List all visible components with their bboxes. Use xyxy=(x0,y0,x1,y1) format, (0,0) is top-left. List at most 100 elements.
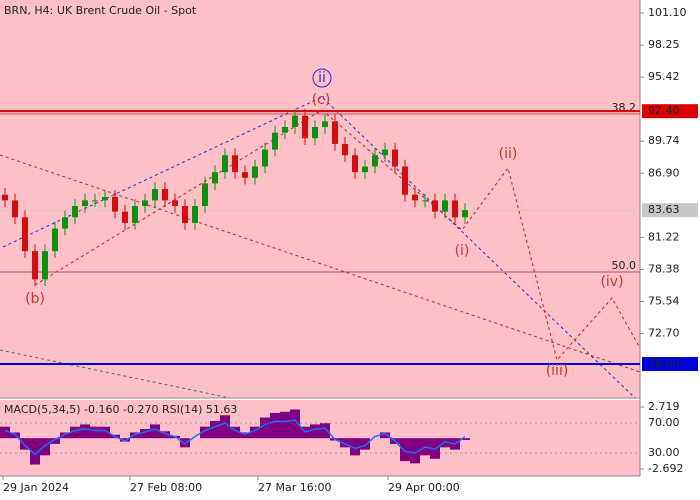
macd-bar xyxy=(280,411,290,439)
rsi-line xyxy=(4,419,466,456)
macd-bar xyxy=(30,438,40,465)
candle-body xyxy=(102,196,108,201)
candle-body xyxy=(312,126,318,139)
candle-body xyxy=(152,189,158,201)
level-label: 92.40 xyxy=(648,104,680,117)
rsi-tick-label: 70.00 xyxy=(648,416,680,429)
candle-body xyxy=(292,115,298,127)
candle-body xyxy=(12,200,18,218)
level-box xyxy=(642,357,698,372)
x-tick-label: 29 Jan 2024 xyxy=(3,481,69,494)
wave-label: (c) xyxy=(312,92,331,108)
macd-bar xyxy=(250,426,260,439)
candle-body xyxy=(272,132,278,150)
y-tick-label: 75.54 xyxy=(648,294,680,307)
y-tick-label: 81.22 xyxy=(648,230,680,243)
candle-body xyxy=(302,115,308,139)
y-tick-label: 101.10 xyxy=(648,6,687,19)
y-tick-label: 98.25 xyxy=(648,38,680,51)
macd-bar xyxy=(350,438,360,456)
indicator-title: MACD(5,34,5) -0.160 -0.270 RSI(14) 51.63 xyxy=(4,403,237,416)
macd-bar xyxy=(60,432,70,439)
candle-body xyxy=(212,172,218,184)
candle-body xyxy=(362,166,368,173)
level-label: 83.63 xyxy=(648,203,680,216)
x-tick-label: 27 Mar 16:00 xyxy=(258,481,331,494)
macd-bar xyxy=(130,432,140,439)
candle-body xyxy=(332,121,338,144)
macd-bar xyxy=(360,438,370,450)
candles xyxy=(2,108,468,287)
candle-body xyxy=(52,228,58,252)
macd-bar xyxy=(400,438,410,462)
macd-bar xyxy=(140,429,150,439)
macd-bar xyxy=(40,438,50,456)
wave-label: (b) xyxy=(25,291,45,307)
fib-label: 50.0 xyxy=(612,259,637,272)
candle-body xyxy=(452,200,458,218)
candle-body xyxy=(42,251,48,280)
wave-label: (iv) xyxy=(600,274,623,290)
macd-tick-label: -2.692 xyxy=(648,462,683,475)
price-panel xyxy=(0,0,640,398)
macd-bar xyxy=(260,417,270,439)
candle-body xyxy=(392,149,398,167)
macd-bar xyxy=(270,412,280,439)
candle-body xyxy=(442,200,448,212)
candle-body xyxy=(352,155,358,173)
candle-body xyxy=(382,149,388,156)
macd-bar xyxy=(460,438,470,441)
macd-bar xyxy=(340,438,350,448)
candle-body xyxy=(82,200,88,206)
chart-title: BRN, H4: UK Brent Crude Oil - Spot xyxy=(4,4,197,17)
wave-circle xyxy=(312,68,332,88)
trend-line xyxy=(0,154,641,373)
candle-body xyxy=(222,155,228,173)
wave-label: (iii) xyxy=(546,363,569,379)
candle-body xyxy=(132,205,138,223)
candle-body xyxy=(402,166,408,195)
x-tick-label: 29 Apr 00:00 xyxy=(388,481,460,494)
candle-body xyxy=(372,155,378,167)
macd-bar xyxy=(20,438,30,450)
candle-body xyxy=(62,217,68,229)
y-tick-label: 86.90 xyxy=(648,166,680,179)
macd-bar xyxy=(410,438,420,464)
macd-bar xyxy=(230,426,240,439)
candle-body xyxy=(142,200,148,206)
macd-bar xyxy=(100,426,110,439)
macd-bar xyxy=(220,415,230,439)
candle-body xyxy=(182,205,188,223)
x-tick-label: 27 Feb 08:00 xyxy=(130,481,202,494)
candle-body xyxy=(462,210,468,218)
macd-bar xyxy=(120,438,130,442)
rsi-tick-label: 30.00 xyxy=(648,446,680,459)
macd-bar xyxy=(80,424,90,439)
candle-body xyxy=(432,200,438,212)
y-tick-label: 95.42 xyxy=(648,70,680,83)
candle-body xyxy=(32,251,38,280)
macd-bar xyxy=(70,426,80,439)
candle-body xyxy=(342,143,348,156)
level-box xyxy=(642,203,698,218)
macd-bar xyxy=(380,432,390,439)
y-tick-label: 72.70 xyxy=(648,327,680,340)
candle-body xyxy=(112,196,118,212)
macd-bar xyxy=(90,426,100,439)
candle-body xyxy=(232,155,238,173)
candle-body xyxy=(162,189,168,201)
macd-bar xyxy=(180,438,190,448)
candle-body xyxy=(202,183,208,206)
candle-body xyxy=(412,194,418,201)
candle-body xyxy=(322,121,328,127)
channel-line xyxy=(2,96,636,399)
candle-body xyxy=(242,172,248,178)
macd-bar xyxy=(0,426,10,439)
candle-body xyxy=(172,200,178,206)
macd-bar xyxy=(240,432,250,439)
candle-body xyxy=(422,200,428,202)
macd-bar xyxy=(200,426,210,439)
wave-label: (ii) xyxy=(499,146,518,162)
